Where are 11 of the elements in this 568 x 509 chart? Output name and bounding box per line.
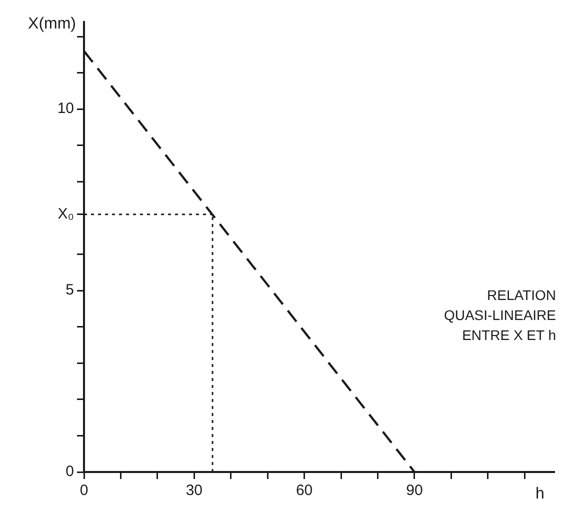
y-tick-label: 0 [66,463,74,480]
x-tick-label: 0 [80,482,88,500]
y-axis-title: X(mm) [28,15,76,32]
annotation: RELATION QUASI-LINEAIRE ENTRE X ET h [444,287,556,343]
y-tick-label: X₀ [58,205,74,222]
x-tick-label: 30 [186,482,202,500]
y-tick-label: 10 [57,100,74,118]
x-tick-label: 60 [296,482,313,500]
x-tick-label: 90 [406,482,423,500]
y-tick-label: 5 [66,282,74,299]
x-axis-title: h [536,485,544,502]
